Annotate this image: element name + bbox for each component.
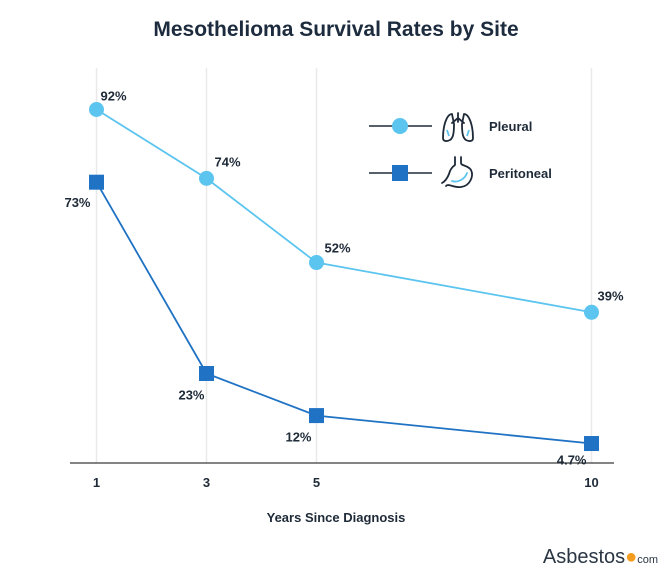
legend-marker-pleural (392, 118, 408, 134)
legend-label-peritoneal: Peritoneal (489, 166, 552, 181)
series-layer: 92% 74% 52% 39% 73% 23% 12% 4.7% (64, 89, 623, 468)
brand-logo[interactable]: Asbestos●com (543, 546, 658, 569)
data-label-peritoneal: 12% (285, 430, 311, 445)
data-label-pleural: 92% (101, 89, 127, 104)
data-point-peritoneal (309, 408, 324, 424)
legend-marker-peritoneal (392, 165, 408, 181)
data-point-peritoneal (584, 436, 599, 452)
legend-label-pleural: Pleural (489, 119, 532, 134)
x-axis-label: Years Since Diagnosis (266, 510, 406, 525)
lungs-icon (442, 112, 474, 142)
data-point-pleural (89, 102, 104, 117)
brand-dot-icon: ● (625, 546, 638, 568)
stomach-icon (441, 156, 473, 189)
data-point-pleural (309, 255, 324, 271)
x-tick-label: 1 (93, 475, 100, 490)
series-line-peritoneal (95, 181, 592, 445)
data-point-peritoneal (199, 366, 214, 381)
data-point-pleural (584, 304, 599, 320)
x-tick-label: 5 (313, 475, 320, 490)
data-point-pleural (199, 170, 214, 186)
x-tick-label: 10 (584, 475, 598, 490)
series-line-pleural (96, 108, 592, 314)
data-label-peritoneal: 23% (178, 388, 204, 403)
data-label-pleural: 74% (215, 154, 241, 169)
x-axis-ticks: 1 3 5 10 (93, 475, 599, 490)
legend: Pleural Peritoneal (369, 112, 552, 189)
legend-item-pleural: Pleural (369, 112, 532, 142)
data-label-peritoneal: 4.7% (557, 453, 587, 468)
chart-title: Mesothelioma Survival Rates by Site (153, 18, 519, 41)
x-tick-label: 3 (203, 475, 210, 490)
data-point-peritoneal (89, 174, 104, 190)
legend-item-peritoneal: Peritoneal (369, 156, 552, 189)
data-label-pleural: 52% (325, 241, 351, 256)
data-label-pleural: 39% (598, 288, 624, 303)
brand-suffix: com (637, 554, 658, 566)
data-label-peritoneal: 73% (64, 195, 90, 210)
brand-name: Asbestos (542, 546, 626, 568)
